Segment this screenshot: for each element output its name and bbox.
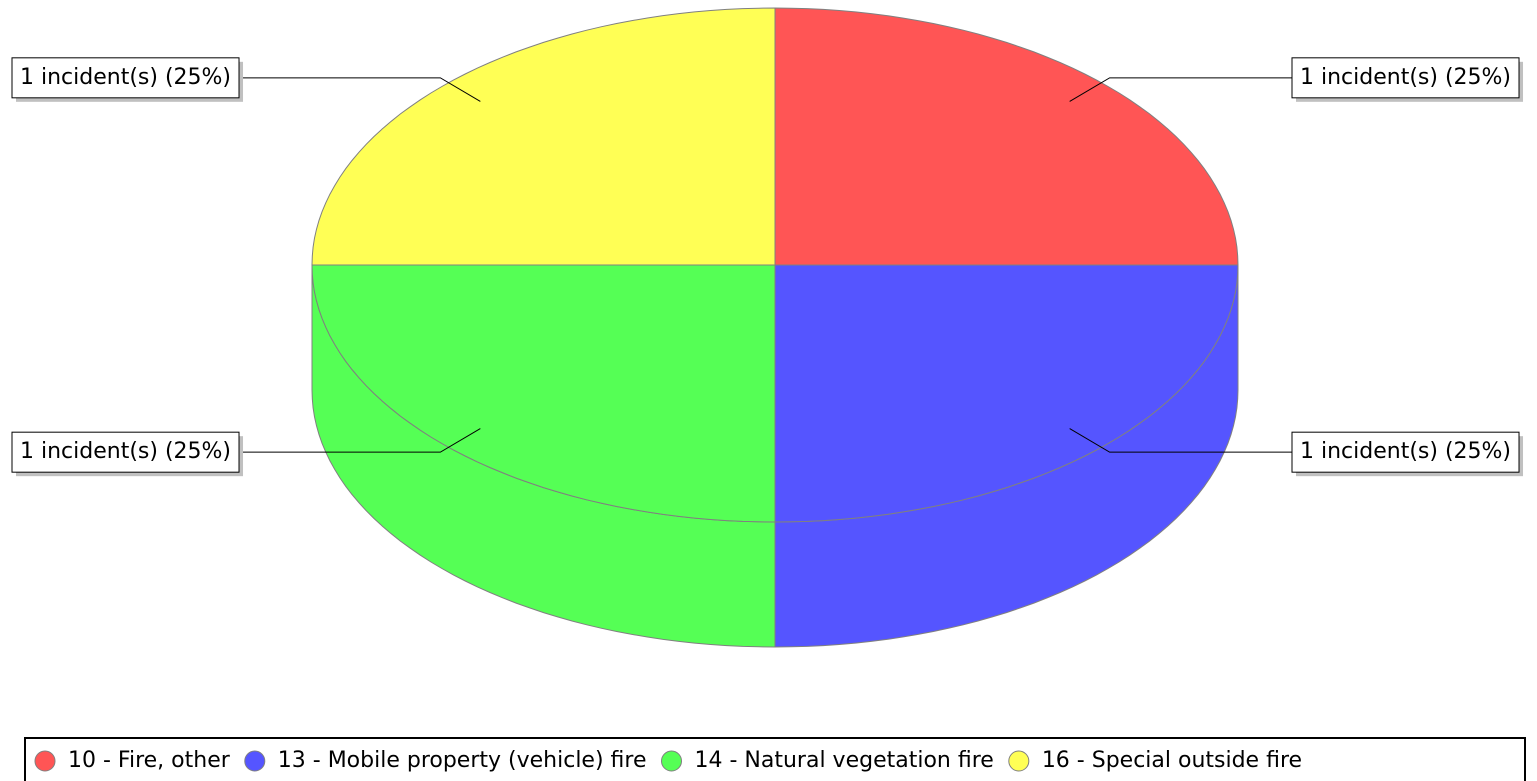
legend-marker [661, 750, 682, 772]
legend: 10 - Fire, other 13 - Mobile property (ve… [24, 737, 1526, 781]
legend-marker [244, 750, 266, 772]
legend-label: 10 - Fire, other [68, 748, 231, 773]
pie-slice [774, 264, 1239, 523]
legend-label: 14 - Natural vegetation fire [695, 748, 994, 773]
legend-box [24, 737, 1526, 781]
leader-line [1069, 428, 1292, 453]
pie-slice [311, 264, 776, 523]
label-box [1291, 431, 1520, 473]
data-label: 1 incident(s) (25%) [1300, 65, 1511, 90]
label-box [11, 57, 240, 99]
data-label: 1 incident(s) (25%) [20, 65, 231, 90]
leader-line [239, 428, 481, 453]
legend-label: 16 - Special outside fire [1042, 748, 1302, 773]
legend-marker [34, 750, 56, 772]
data-label: 1 incident(s) (25%) [20, 439, 231, 464]
label-box [1291, 57, 1520, 99]
label-box [11, 431, 240, 473]
pie-slice [311, 7, 776, 266]
leader-line [239, 77, 481, 102]
leader-line [1069, 77, 1292, 102]
data-label: 1 incident(s) (25%) [1300, 439, 1511, 464]
pie-slice [774, 7, 1239, 266]
legend-label: 13 - Mobile property (vehicle) fire [278, 748, 647, 773]
legend-marker [1008, 750, 1030, 772]
